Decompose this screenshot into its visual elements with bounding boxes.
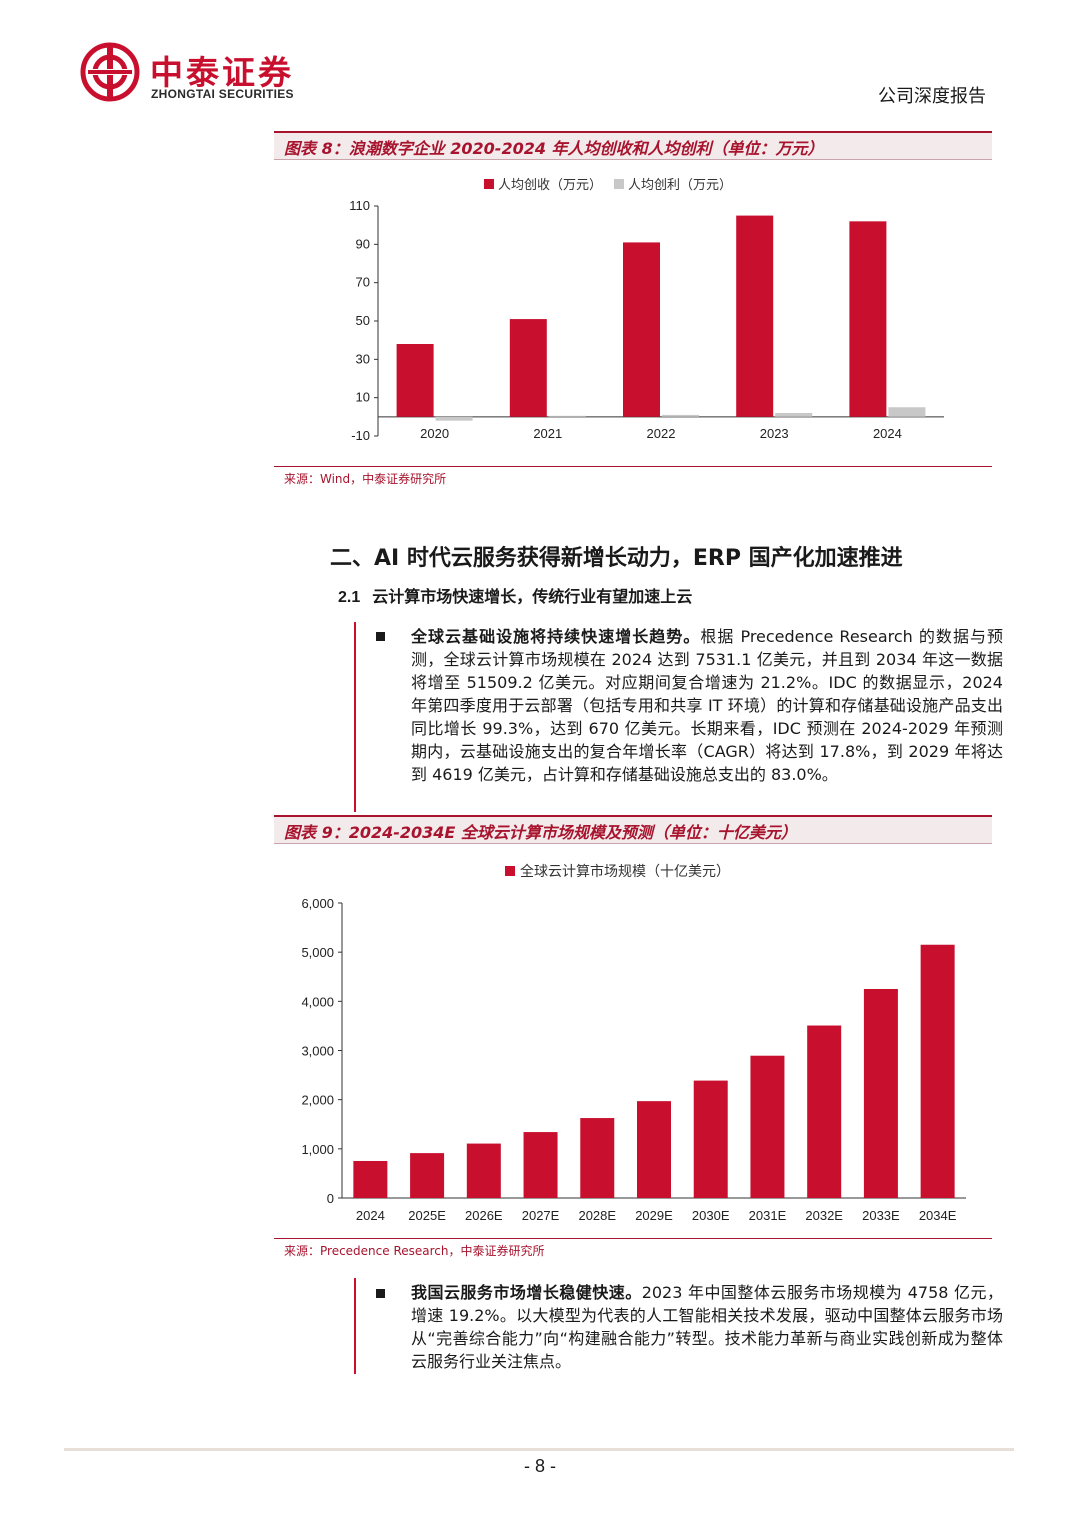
bar-market-size	[863, 988, 898, 1198]
legend-label: 人均创利（万元）	[628, 177, 732, 192]
bar-revenue	[396, 344, 434, 417]
x-tick-label: 2028E	[578, 1208, 616, 1223]
y-tick-label: 0	[327, 1191, 334, 1206]
y-tick-label: 110	[349, 198, 370, 213]
paragraph-body: 根据 Precedence Research 的数据与预测，全球云计算市场规模在…	[411, 627, 1003, 784]
x-tick-label: 2024	[873, 426, 902, 441]
y-tick-label: 10	[356, 390, 370, 405]
paragraph-china-cloud: 我国云服务市场增长稳健快速。2023 年中国整体云服务市场规模为 4758 亿元…	[411, 1281, 1003, 1373]
bar-revenue	[849, 221, 887, 417]
bullet-icon	[376, 632, 385, 641]
bar-market-size	[466, 1143, 501, 1198]
x-tick-label: 2025E	[408, 1208, 446, 1223]
figure9-source: 来源：Precedence Research，中泰证券研究所	[284, 1244, 545, 1258]
y-tick-label: 1,000	[301, 1142, 334, 1157]
bar-revenue	[736, 215, 774, 417]
paragraph-accent-bar	[354, 1278, 356, 1374]
zhongtai-logo-icon	[80, 42, 140, 102]
x-tick-label: 2020	[420, 426, 449, 441]
bullet-icon	[376, 1289, 385, 1298]
x-tick-label: 2029E	[635, 1208, 673, 1223]
subsection-title: 云计算市场快速增长，传统行业有望加速上云	[372, 587, 693, 606]
figure9-caption-text: 图表 9：2024-2034E 全球云计算市场规模及预测（单位：十亿美元）	[284, 823, 797, 842]
bar-profit	[775, 413, 813, 417]
bar-market-size	[807, 1025, 842, 1198]
x-tick-label: 2021	[533, 426, 562, 441]
y-tick-label: 30	[356, 351, 370, 366]
y-tick-label: 3,000	[301, 1044, 334, 1059]
legend-label: 全球云计算市场规模（十亿美元）	[520, 863, 730, 879]
x-tick-label: 2027E	[522, 1208, 560, 1223]
paragraph-body: 2023 年中国整体云服务市场规模为 4758 亿元，增速 19.2%。以大模型…	[411, 1283, 1003, 1371]
page-number: - 8 -	[523, 1456, 556, 1476]
x-tick-label: 2023	[760, 426, 789, 441]
figure8-source-divider	[274, 466, 992, 467]
x-tick-label: 2022	[647, 426, 676, 441]
paragraph-lead: 全球云基础设施将持续快速增长趋势。	[411, 627, 701, 646]
x-tick-label: 2032E	[805, 1208, 843, 1223]
bar-market-size	[750, 1055, 785, 1198]
y-tick-label: 6,000	[301, 896, 334, 911]
y-tick-label: 70	[356, 275, 370, 290]
report-type-label: 公司深度报告	[878, 86, 986, 107]
bar-profit	[435, 416, 473, 421]
x-tick-label: 2026E	[465, 1208, 503, 1223]
bar-market-size	[353, 1160, 388, 1198]
paragraph-lead: 我国云服务市场增长稳健快速。	[411, 1283, 642, 1302]
bar-profit	[662, 414, 699, 417]
bar-market-size	[580, 1118, 615, 1198]
figure8-caption: 图表 8：浪潮数字企业 2020-2024 年人均创收和人均创利（单位：万元）	[274, 131, 992, 160]
x-tick-label: 2024	[356, 1208, 385, 1223]
bar-market-size	[693, 1080, 728, 1198]
x-tick-label: 2031E	[749, 1208, 787, 1223]
y-tick-label: 2,000	[301, 1093, 334, 1108]
y-tick-label: -10	[351, 428, 370, 443]
subsection-number: 2.1	[338, 589, 361, 606]
bar-market-size	[637, 1101, 671, 1198]
y-tick-label: 5,000	[301, 945, 334, 960]
figure9-bar-chart: 全球云计算市场规模（十亿美元） 0 1,000 2,000 3,000 4,000 5,00…	[301, 863, 966, 1223]
y-tick-label: 50	[356, 313, 370, 328]
bar-revenue	[623, 242, 660, 417]
bar-revenue	[509, 319, 547, 417]
figure8-bar-chart: 人均创收（万元） 人均创利（万元） -10 10 30 50 70 90 110 2020 2021…	[349, 177, 944, 443]
figure9-source-divider	[274, 1238, 992, 1239]
legend-swatch	[614, 179, 624, 189]
bar-market-size	[410, 1153, 445, 1198]
legend-label: 人均创收（万元）	[498, 177, 602, 192]
x-tick-label: 2033E	[862, 1208, 900, 1223]
legend-swatch	[484, 179, 494, 189]
paragraph-cloud-infrastructure: 全球云基础设施将持续快速增长趋势。根据 Precedence Research …	[411, 625, 1003, 786]
company-name-cn: 中泰证券	[150, 53, 294, 92]
y-tick-label: 4,000	[301, 994, 334, 1009]
bar-profit	[888, 407, 926, 417]
bar-market-size	[920, 944, 955, 1198]
bar-profit	[548, 415, 586, 417]
subsection-heading: 2.1 云计算市场快速增长，传统行业有望加速上云	[338, 583, 692, 607]
footer-divider	[64, 1448, 1014, 1451]
x-tick-label: 2030E	[692, 1208, 730, 1223]
legend-swatch	[505, 866, 515, 876]
company-name-en: ZHONGTAI SECURITIES	[151, 87, 294, 101]
section-heading: 二、AI 时代云服务获得新增长动力，ERP 国产化加速推进	[330, 546, 903, 571]
figure8-source: 来源：Wind，中泰证券研究所	[284, 472, 447, 486]
y-tick-label: 90	[356, 236, 370, 251]
figure8-caption-text: 图表 8：浪潮数字企业 2020-2024 年人均创收和人均创利（单位：万元）	[284, 139, 824, 158]
bar-market-size	[523, 1132, 558, 1198]
paragraph-accent-bar	[354, 622, 356, 812]
x-tick-label: 2034E	[919, 1208, 957, 1223]
figure9-caption: 图表 9：2024-2034E 全球云计算市场规模及预测（单位：十亿美元）	[274, 815, 992, 844]
